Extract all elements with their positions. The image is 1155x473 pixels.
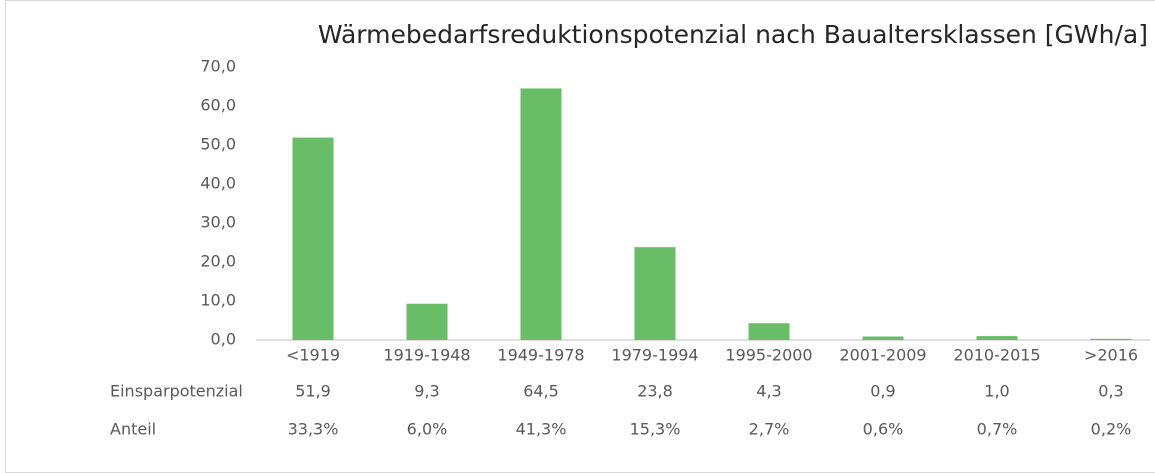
bar: [406, 303, 448, 340]
x-tick-label: 1995-2000: [725, 346, 812, 365]
table-value: 51,9: [295, 382, 331, 401]
bar: [748, 323, 790, 340]
chart-title: Wärmebedarfsreduktionspotenzial nach Bau…: [318, 20, 1148, 49]
table-value: 41,3%: [516, 420, 567, 439]
table-value: 64,5: [523, 382, 559, 401]
x-tick-label: 2010-2015: [953, 346, 1040, 365]
bar: [292, 137, 334, 340]
table-value: 0,6%: [863, 420, 904, 439]
table-value: 2,7%: [749, 420, 790, 439]
chart-border: [5, 0, 1155, 473]
bar: [862, 336, 904, 340]
y-tick-label: 50,0: [200, 135, 236, 154]
table-row-label: Einsparpotenzial: [110, 382, 243, 401]
table-value: 1,0: [984, 382, 1009, 401]
bar: [976, 336, 1018, 340]
x-tick-label: 1919-1948: [383, 346, 470, 365]
y-tick-label: 70,0: [200, 57, 236, 76]
bar: [520, 88, 562, 340]
x-tick-label: 1979-1994: [611, 346, 698, 365]
table-value: 23,8: [637, 382, 673, 401]
y-tick-label: 30,0: [200, 213, 236, 232]
bar: [634, 247, 676, 340]
table-value: 4,3: [756, 382, 781, 401]
table-value: 0,7%: [977, 420, 1018, 439]
y-tick-label: 10,0: [200, 291, 236, 310]
x-tick-label: 2001-2009: [839, 346, 926, 365]
table-value: 0,3: [1098, 382, 1123, 401]
table-value: 0,9: [870, 382, 895, 401]
y-tick-label: 20,0: [200, 252, 236, 271]
x-tick-label: <1919: [286, 346, 340, 365]
y-tick-label: 0,0: [211, 330, 236, 349]
x-tick-label: 1949-1978: [497, 346, 584, 365]
table-value: 15,3%: [630, 420, 681, 439]
table-value: 0,2%: [1091, 420, 1132, 439]
bar: [1090, 338, 1132, 340]
x-tick-label: >2016: [1084, 346, 1138, 365]
table-value: 9,3: [414, 382, 439, 401]
y-tick-label: 60,0: [200, 96, 236, 115]
y-tick-label: 40,0: [200, 174, 236, 193]
table-value: 33,3%: [288, 420, 339, 439]
table-value: 6,0%: [407, 420, 448, 439]
table-row-label: Anteil: [110, 420, 156, 439]
